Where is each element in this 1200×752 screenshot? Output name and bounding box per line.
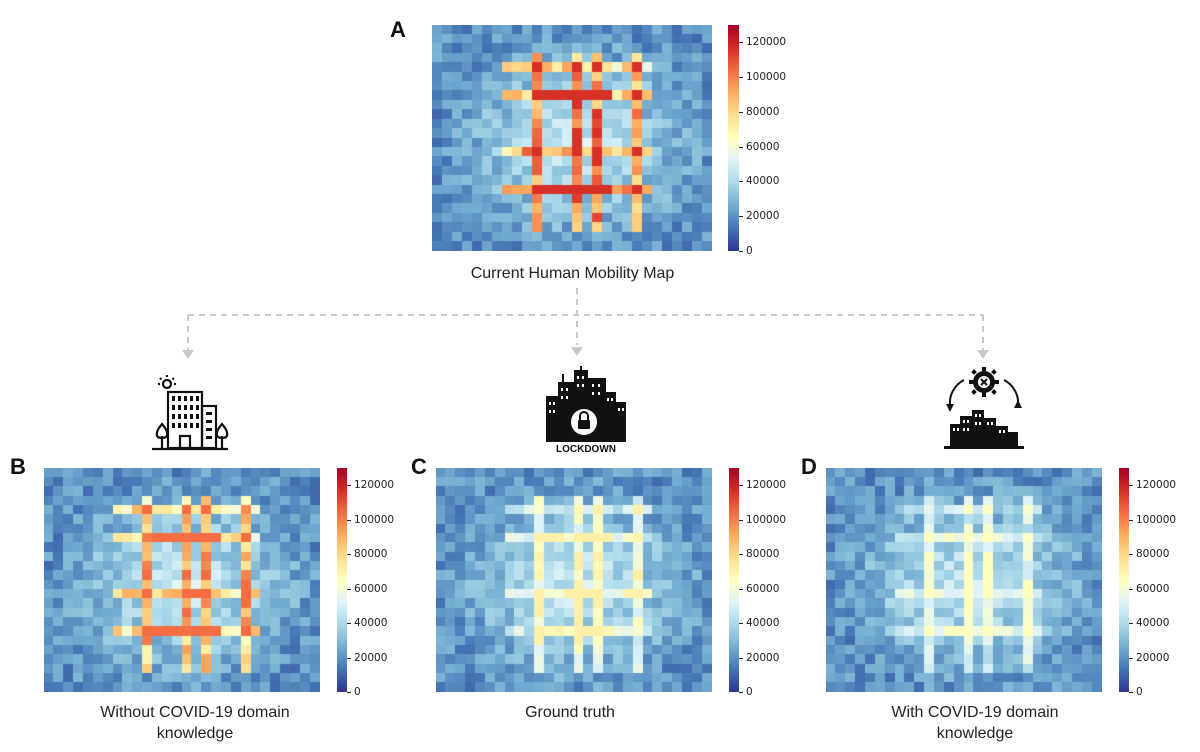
arrowhead-left [182,350,194,359]
colorbar-tick-mark [739,623,743,624]
colorbar-tick-label: 100000 [746,71,787,83]
colorbar-tick-label: 120000 [746,479,787,491]
colorbar-tick-mark [1129,658,1133,659]
colorbar-tick-label: 60000 [746,583,780,595]
caption-b-line1: Without COVID-19 domain [100,704,290,721]
colorbar-tick-mark [1129,623,1133,624]
colorbar-tick-label: 100000 [354,514,395,526]
colorbar-tick-label: 120000 [1136,479,1177,491]
panel-letter-a: A [390,17,406,42]
caption-d-line2: knowledge [936,725,1014,742]
heatmap-a [432,25,712,251]
colorbar-tick-mark [347,485,351,486]
panel-letter-c: C [411,454,427,479]
colorbar-tick-mark [1129,554,1133,555]
colorbar-tick-label: 80000 [354,548,388,560]
panel-letter-b: B [10,454,26,479]
colorbar-tick-mark [739,658,743,659]
colorbar-tick-label: 20000 [354,652,388,664]
colorbar-tick-label: 60000 [1136,583,1170,595]
colorbar-tick-mark [739,147,743,148]
colorbar-tick-label: 120000 [746,36,787,48]
arrowhead-right [977,350,989,359]
city-gear-cycle-icon [944,367,1024,449]
colorbar-tick-mark [347,554,351,555]
colorbar-tick-label: 0 [354,686,361,698]
colorbar-tick-mark [739,485,743,486]
colorbar-tick-mark [347,520,351,521]
colorbar-tick-label: 100000 [1136,514,1177,526]
colorbar-tick-mark [739,589,743,590]
colorbar-tick-label: 0 [746,686,753,698]
colorbar-tick-mark [1129,520,1133,521]
colorbar-tick-mark [1129,589,1133,590]
caption-c: Ground truth [525,704,615,721]
colorbar-tick-mark [739,181,743,182]
colorbar-tick-label: 80000 [746,106,780,118]
heatmap-c [436,468,712,692]
colorbar-tick-label: 80000 [746,548,780,560]
colorbar-tick-mark [347,623,351,624]
heatmap-d [826,468,1102,692]
panel-letter-d: D [801,454,817,479]
caption-d-line1: With COVID-19 domain [891,704,1059,721]
colorbar-tick-mark [739,77,743,78]
colorbar-tick-mark [1129,485,1133,486]
colorbar-tick-label: 40000 [354,617,388,629]
colorbar-tick-mark [739,42,743,43]
colorbar-tick-mark [739,112,743,113]
colorbar-tick-mark [739,216,743,217]
colorbar-tick-label: 60000 [746,141,780,153]
heatmap-b [44,468,320,692]
city-lockdown-icon: LOCKDOWN [544,366,628,455]
colorbar-tick-mark [347,658,351,659]
colorbar-tick-mark [739,251,743,252]
colorbar-tick-label: 120000 [354,479,395,491]
colorbar-tick-mark [739,554,743,555]
colorbar-tick-mark [1129,692,1133,693]
colorbar-tick-mark [347,589,351,590]
colorbar-tick-label: 40000 [746,617,780,629]
colorbar-tick-mark [347,692,351,693]
colorbar-c: 0 20000 40000 60000 80000 100000 120000 [729,468,786,698]
lockdown-label: LOCKDOWN [556,444,616,455]
colorbar-tick-label: 80000 [1136,548,1170,560]
colorbar-b: 0 20000 40000 60000 80000 100000 120000 [337,468,394,698]
colorbar-tick-label: 0 [746,245,753,257]
colorbar-tick-mark [739,692,743,693]
colorbar-tick-label: 60000 [354,583,388,595]
colorbar-tick-label: 20000 [746,210,780,222]
colorbar-tick-label: 20000 [746,652,780,664]
colorbar-tick-label: 40000 [1136,617,1170,629]
colorbar-a: 0 20000 40000 60000 80000 100000 120000 [728,25,786,257]
arrowhead-center [571,347,583,356]
caption-b-line2: knowledge [156,725,234,742]
colorbar-d: 0 20000 40000 60000 80000 100000 120000 [1119,468,1176,698]
colorbar-tick-label: 100000 [746,514,787,526]
colorbar-tick-label: 20000 [1136,652,1170,664]
colorbar-tick-label: 40000 [746,175,780,187]
caption-a: Current Human Mobility Map [470,265,675,282]
colorbar-tick-mark [739,520,743,521]
office-building-icon [152,375,229,451]
colorbar-tick-label: 0 [1136,686,1143,698]
